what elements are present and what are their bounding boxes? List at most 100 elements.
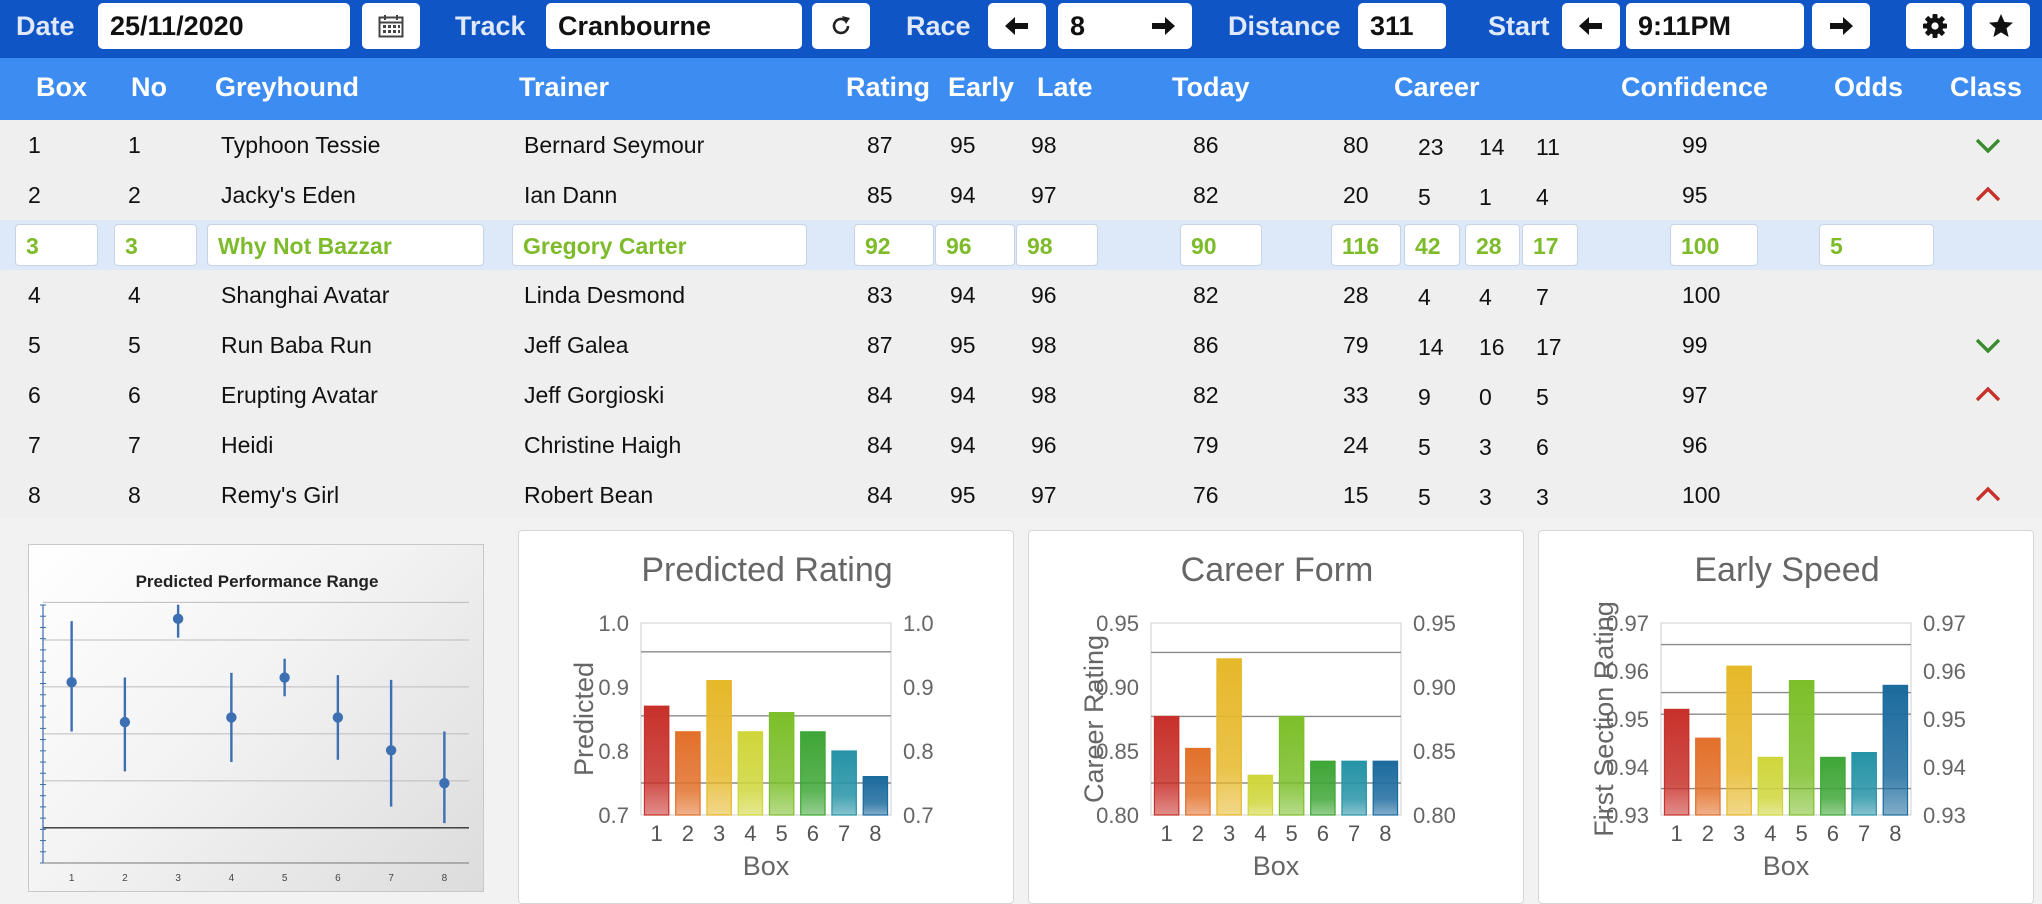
table-row[interactable]: 6 6 Erupting Avatar Jeff Gorgioski 84 94 98 82 3… [0,370,2042,420]
rating-cell[interactable]: 92 [854,224,934,266]
column-greyhound[interactable]: Greyhound [215,72,360,102]
y-tick-label-left: 0.95 [1096,611,1139,636]
class-chevron-up-icon [1975,486,2001,502]
x-tick-label: 2 [122,873,128,884]
rating-cell: 85 [867,182,893,208]
star-icon [1989,14,2013,37]
table-row[interactable]: 5 5 Run Baba Run Jeff Galea 87 95 98 86 79 14 16 17… [0,320,2042,370]
late-cell: 96 [1031,282,1057,308]
y-tick-label-right: 0.95 [1413,611,1456,636]
y-axis-label: Career Rating [1079,635,1109,803]
distance-input[interactable]: 311 [1358,3,1446,49]
table-row[interactable]: 8 8 Remy's Girl Robert Bean 84 95 97 76 15 5 3 3 100 [0,470,2042,520]
date-input[interactable]: 25/11/2020 [98,3,350,49]
plot-area [1150,622,1402,816]
odds-cell[interactable]: 5 [1819,224,1934,266]
today-cell: 86 [1193,332,1219,358]
start-next-button[interactable] [1812,3,1870,49]
trainer-cell: Jeff Gorgioski [524,382,665,408]
confidence-cell[interactable]: 100 [1670,224,1758,266]
number-cell[interactable]: 3 [114,224,197,266]
column-confidence[interactable]: Confidence [1621,72,1769,102]
start-previous-button[interactable] [1562,3,1620,49]
early-cell[interactable]: 96 [935,224,1015,266]
bar-box-4 [737,731,764,816]
box-cell[interactable]: 3 [15,224,98,266]
career-wins-cell[interactable]: 42 [1404,224,1460,266]
column-late[interactable]: Late [1037,72,1093,102]
race-previous-button[interactable] [988,3,1046,49]
race-next-button[interactable] [1134,3,1192,49]
late-cell[interactable]: 98 [1016,224,1098,266]
bar-box-6 [800,731,826,816]
bar-box-5 [1788,680,1815,816]
career-wins-cell: 5 [1418,484,1431,510]
late-cell: 98 [1031,382,1057,408]
career-starts-cell[interactable]: 116 [1331,224,1401,266]
predicted-point-box-1 [66,677,77,688]
track-input[interactable]: Cranbourne [546,3,802,49]
bar-box-1 [643,705,670,816]
greyhound-name-cell[interactable]: Why Not Bazzar [207,224,484,266]
y-tick-label-right: 0.9 [903,675,934,700]
column-today[interactable]: Today [1172,72,1250,102]
table-header: Box No Greyhound Trainer Rating Early La… [0,58,2042,120]
y-tick-label-right: 0.8 [903,739,934,764]
column-class[interactable]: Class [1950,72,2023,102]
greyhound-name-cell: Typhoon Tessie [221,132,381,158]
bar-box-2 [1695,737,1721,816]
trainer-cell[interactable]: Gregory Carter [512,224,807,266]
late-cell: 97 [1031,482,1057,508]
predicted-rating-chart: Predicted Rating 1 2 3 4 5 6 7 8 0.7 0.7 0.8 0.8 0.9 0… [569,551,934,881]
y-axis-label: Predicted [569,662,599,776]
bar-box-3 [1216,658,1242,816]
bar-box-8 [1372,760,1399,816]
y-tick-label-left: 0.96 [1606,659,1649,684]
date-label: Date [16,11,75,41]
column-early[interactable]: Early [948,72,1015,102]
favourite-button[interactable] [1972,3,2030,49]
number-cell: 8 [128,482,141,508]
y-tick-label-right: 0.7 [903,803,934,828]
column-box[interactable]: Box [36,72,88,102]
today-cell[interactable]: 90 [1180,224,1262,266]
calendar-button[interactable] [362,3,420,49]
predicted-rating-panel: Predicted Rating 1 2 3 4 5 6 7 8 0.7 0.7 0.8 0.8 0.9 0… [518,530,1014,904]
start-time-input[interactable]: 9:11PM [1626,3,1804,49]
x-tick-label: 1 [69,873,75,884]
table-row[interactable]: 4 4 Shanghai Avatar Linda Desmond 83 94 96 82 28… [0,270,2042,320]
race-input[interactable]: 8 [1058,3,1146,49]
today-cell: 86 [1193,132,1219,158]
predicted-point-box-8 [439,777,450,789]
column-career[interactable]: Career [1394,72,1480,102]
column-odds[interactable]: Odds [1834,72,1904,102]
x-tick-label: 2 [1702,821,1714,846]
column-rating[interactable]: Rating [846,72,930,102]
career-wins-cell: 23 [1418,134,1444,160]
box-cell: 2 [28,182,41,208]
career-seconds-cell: 14 [1479,134,1505,160]
predicted-point-box-7 [385,745,397,756]
y-tick-label-left: 1.0 [598,611,629,636]
y-tick-label-left: 0.93 [1606,803,1649,828]
y-tick-label-left: 0.8 [598,739,629,764]
confidence-cell: 99 [1682,132,1708,158]
career-seconds-cell[interactable]: 28 [1465,224,1520,266]
career-wins-cell: 14 [1418,334,1444,360]
career-seconds-cell: 1 [1479,184,1492,210]
career-seconds-cell: 3 [1479,484,1492,510]
career-starts-cell: 24 [1343,432,1369,458]
confidence-cell: 97 [1682,382,1708,408]
rating-cell: 84 [867,432,893,458]
table-row[interactable]: 7 7 Heidi Christine Haigh 84 94 96 79 24 5 3 6 96 [0,420,2042,470]
column-trainer[interactable]: Trainer [519,72,610,102]
table-row[interactable]: 2 2 Jacky's Eden Ian Dann 85 94 97 82 20 5 1 4 95 [0,170,2042,220]
table-row[interactable]: 3 3 Why Not Bazzar Gregory Carter 92 96 98 90 11… [0,220,2042,270]
table-row[interactable]: 1 1 Typhoon Tessie Bernard Seymour 87 95 98 86 8… [0,120,2042,170]
settings-button[interactable] [1906,3,1964,49]
career-thirds-cell[interactable]: 17 [1522,224,1578,266]
refresh-button[interactable] [812,3,870,49]
rating-cell: 84 [867,382,893,408]
y-tick-label-right: 0.95 [1923,707,1966,732]
column-no[interactable]: No [131,72,167,102]
